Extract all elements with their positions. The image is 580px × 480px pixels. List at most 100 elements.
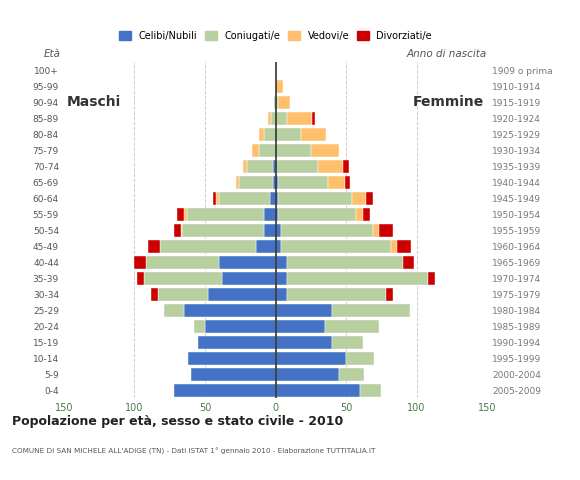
Bar (273, 159, 275, 173)
Bar (264, 128, 276, 141)
Bar (182, 224, 264, 237)
Bar (276, 144, 311, 157)
Bar (216, 192, 219, 205)
Bar (287, 272, 428, 285)
Bar (428, 272, 435, 285)
Bar (269, 111, 271, 125)
Bar (187, 208, 264, 221)
Bar (264, 224, 276, 237)
Bar (194, 320, 205, 333)
Bar (181, 224, 182, 237)
Text: Età: Età (44, 49, 61, 59)
Bar (276, 176, 278, 189)
Bar (311, 144, 339, 157)
Bar (351, 192, 366, 205)
Bar (222, 272, 276, 285)
Bar (339, 368, 364, 381)
Bar (287, 111, 312, 125)
Text: Maschi: Maschi (67, 95, 121, 108)
Bar (177, 208, 184, 221)
Bar (276, 192, 278, 205)
Bar (219, 255, 276, 269)
Bar (276, 336, 332, 349)
Bar (281, 224, 373, 237)
Bar (363, 208, 370, 221)
Bar (287, 288, 386, 301)
Bar (146, 255, 219, 269)
Bar (346, 351, 374, 365)
Bar (318, 159, 343, 173)
Bar (301, 128, 327, 141)
Bar (271, 111, 275, 125)
Bar (373, 224, 379, 237)
Bar (259, 144, 276, 157)
Bar (276, 304, 332, 317)
Bar (137, 272, 144, 285)
Bar (252, 144, 259, 157)
Bar (243, 159, 247, 173)
Bar (213, 192, 216, 205)
Bar (174, 224, 181, 237)
Bar (276, 208, 278, 221)
Bar (184, 304, 276, 317)
Bar (276, 384, 360, 397)
Bar (247, 159, 273, 173)
Bar (356, 208, 363, 221)
Bar (343, 159, 349, 173)
Bar (276, 320, 325, 333)
Bar (144, 272, 222, 285)
Bar (366, 192, 373, 205)
Bar (184, 208, 187, 221)
Bar (332, 304, 409, 317)
Bar (191, 368, 276, 381)
Bar (208, 288, 276, 301)
Bar (264, 208, 276, 221)
Bar (239, 176, 273, 189)
Bar (276, 96, 278, 109)
Bar (276, 128, 301, 141)
Bar (278, 208, 356, 221)
Bar (205, 320, 276, 333)
Bar (160, 240, 256, 253)
Bar (256, 240, 276, 253)
Bar (379, 224, 393, 237)
Bar (276, 255, 287, 269)
Bar (287, 255, 403, 269)
Bar (312, 111, 315, 125)
Bar (276, 368, 339, 381)
Bar (274, 96, 276, 109)
Bar (236, 176, 239, 189)
Bar (281, 240, 392, 253)
Bar (332, 336, 363, 349)
Bar (278, 96, 289, 109)
Bar (403, 255, 414, 269)
Bar (198, 336, 276, 349)
Bar (276, 272, 287, 285)
Bar (276, 240, 281, 253)
Bar (276, 111, 287, 125)
Text: Femmine: Femmine (413, 95, 484, 108)
Text: COMUNE DI SAN MICHELE ALL'ADIGE (TN) - Dati ISTAT 1° gennaio 2010 - Elaborazione: COMUNE DI SAN MICHELE ALL'ADIGE (TN) - D… (12, 448, 375, 455)
Bar (270, 192, 275, 205)
Bar (276, 351, 346, 365)
Bar (278, 192, 351, 205)
Bar (345, 176, 350, 189)
Bar (276, 159, 318, 173)
Bar (148, 240, 160, 253)
Text: Anno di nascita: Anno di nascita (407, 49, 487, 59)
Bar (151, 288, 158, 301)
Bar (386, 288, 393, 301)
Legend: Celibi/Nubili, Coniugati/e, Vedovi/e, Divorziati/e: Celibi/Nubili, Coniugati/e, Vedovi/e, Di… (115, 27, 436, 45)
Bar (360, 384, 382, 397)
Bar (392, 240, 397, 253)
Bar (397, 240, 411, 253)
Text: Popolazione per età, sesso e stato civile - 2010: Popolazione per età, sesso e stato civil… (12, 415, 343, 428)
Bar (325, 320, 379, 333)
Bar (276, 288, 287, 301)
Bar (278, 176, 328, 189)
Bar (135, 255, 146, 269)
Bar (328, 176, 345, 189)
Bar (276, 224, 281, 237)
Bar (174, 384, 276, 397)
Bar (259, 128, 264, 141)
